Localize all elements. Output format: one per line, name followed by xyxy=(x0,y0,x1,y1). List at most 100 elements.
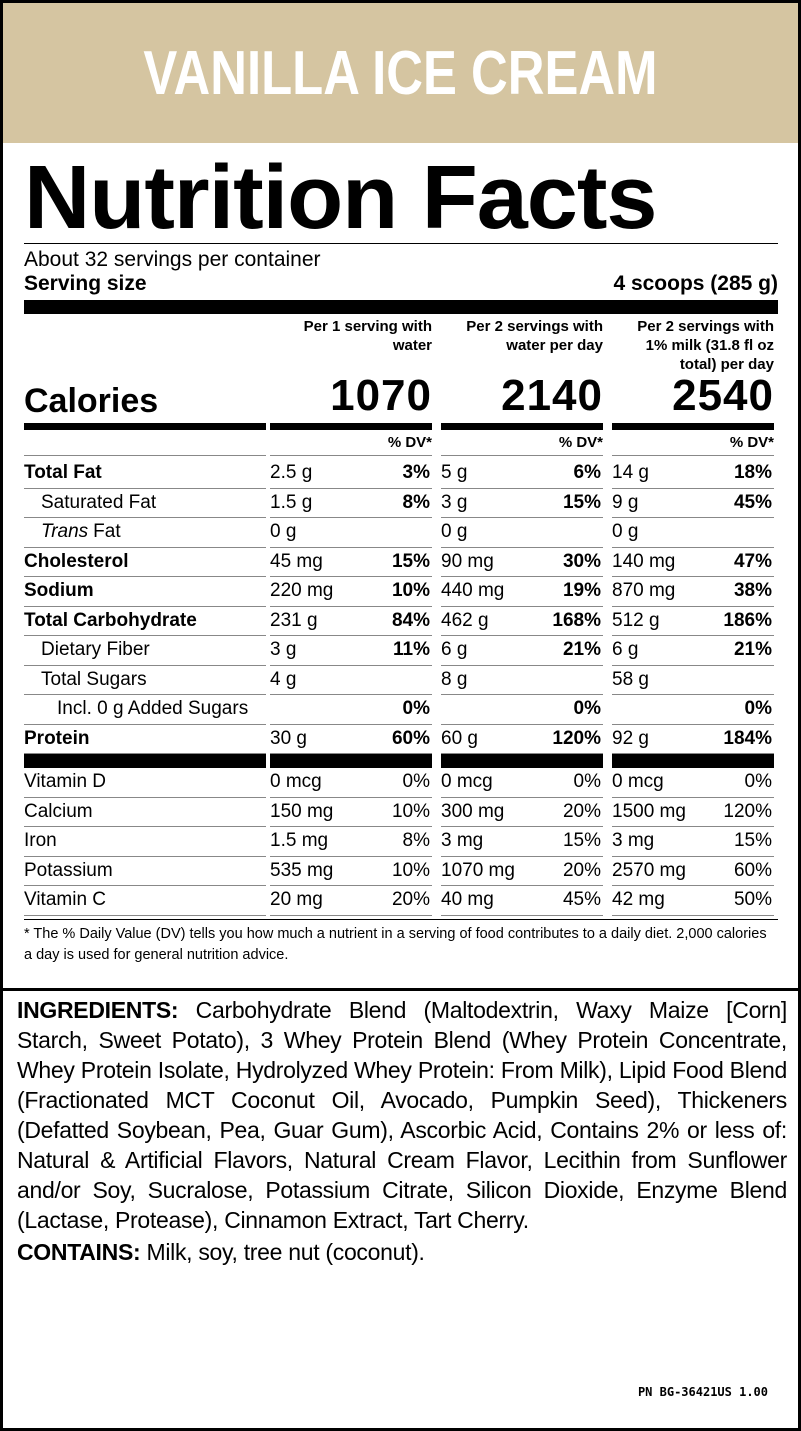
rule xyxy=(24,243,778,244)
amount: 0 mcg xyxy=(612,771,664,793)
amount: 1.5 mg xyxy=(270,830,329,852)
daily-value: 19% xyxy=(562,580,601,602)
nutrient-name: Total Fat xyxy=(24,459,266,489)
daily-value: 120% xyxy=(723,800,772,822)
nutrient-row: Protein 30 g 60% 60 g 120% 92 g 184% xyxy=(24,725,778,754)
amount: 45 mg xyxy=(270,550,323,572)
nutrient-cell: 0% xyxy=(612,695,774,725)
rule xyxy=(3,988,798,991)
amount: 440 mg xyxy=(441,580,505,602)
amount: 0 g xyxy=(441,521,468,543)
nutrient-cell: 0 mcg 0% xyxy=(270,768,432,798)
amount: 5 g xyxy=(441,462,468,484)
amount: 90 mg xyxy=(441,550,494,572)
amount: 870 mg xyxy=(612,580,676,602)
amount: 20 mg xyxy=(270,889,323,911)
amount: 1070 mg xyxy=(441,859,515,881)
amount: 60 g xyxy=(441,727,478,749)
bar-segments xyxy=(24,423,778,430)
nutrient-name: Calcium xyxy=(24,798,266,827)
thick-bar xyxy=(24,300,778,314)
product-title: VANILLA ICE CREAM xyxy=(143,38,658,108)
ingredients-label: INGREDIENTS: xyxy=(17,997,179,1023)
daily-value: 30% xyxy=(562,550,601,572)
amount: 30 g xyxy=(270,727,307,749)
amount: 0 g xyxy=(612,521,639,543)
amount: 512 g xyxy=(612,609,660,631)
nutrient-name-part: Fat xyxy=(93,521,121,543)
nutrient-cell: 300 mg 20% xyxy=(441,798,603,827)
nutrient-cell: 42 mg 50% xyxy=(612,886,774,916)
daily-value: 0% xyxy=(744,771,772,793)
amount: 140 mg xyxy=(612,550,676,572)
amount: 300 mg xyxy=(441,800,505,822)
nutrient-cell: 462 g 168% xyxy=(441,607,603,636)
nutrient-cell: 9 g 45% xyxy=(612,489,774,518)
nutrient-name: Iron xyxy=(24,827,266,857)
daily-value: 18% xyxy=(733,462,772,484)
amount: 0 mcg xyxy=(441,771,493,793)
serving-size: Serving size 4 scoops (285 g) xyxy=(24,272,778,296)
amount: 3 g xyxy=(270,639,297,661)
daily-value: 45% xyxy=(733,491,772,513)
daily-value: 21% xyxy=(733,639,772,661)
amount: 3 mg xyxy=(441,830,484,852)
amount: 0 mcg xyxy=(270,771,322,793)
nutrient-name: Vitamin C xyxy=(24,886,266,916)
nutrient-row: Calcium 150 mg 10% 300 mg 20% 1500 mg 120% xyxy=(24,798,778,827)
nutrient-cell: 3 g 15% xyxy=(441,489,603,518)
nutrient-cell: 1.5 g 8% xyxy=(270,489,432,518)
amount: 58 g xyxy=(612,668,649,690)
nutrient-cell: 3 mg 15% xyxy=(612,827,774,857)
daily-value: 6% xyxy=(573,462,601,484)
column-header: Per 1 serving with water xyxy=(303,318,432,354)
nutrient-name: Protein xyxy=(24,725,266,754)
nutrient-name: Sodium xyxy=(24,577,266,607)
amount: 2570 mg xyxy=(612,859,686,881)
nutrient-cell: 0% xyxy=(270,695,432,725)
daily-value: 50% xyxy=(733,889,772,911)
nutrient-cell: 0 mcg 0% xyxy=(441,768,603,798)
nutrient-cell: 2.5 g 3% xyxy=(270,459,432,489)
daily-value: 38% xyxy=(733,580,772,602)
nutrient-cell: 3 mg 15% xyxy=(441,827,603,857)
nutrient-cell: 1070 mg 20% xyxy=(441,857,603,886)
calories: 2140 xyxy=(501,371,603,420)
nutrient-cell: 30 g 60% xyxy=(270,725,432,754)
calories-label: Calories xyxy=(24,382,159,420)
daily-value: 184% xyxy=(723,727,772,749)
daily-value: 10% xyxy=(391,800,430,822)
daily-value: 8% xyxy=(402,491,430,513)
amount: 8 g xyxy=(441,668,468,690)
nutrient-cell: 220 mg 10% xyxy=(270,577,432,607)
daily-value: 60% xyxy=(391,727,430,749)
daily-value: 84% xyxy=(391,609,430,631)
contains: CONTAINS: Milk, soy, tree nut (coconut). xyxy=(17,1239,425,1266)
nutrient-cell: 92 g 184% xyxy=(612,725,774,754)
daily-value: 20% xyxy=(391,889,430,911)
daily-value: 47% xyxy=(733,550,772,572)
nutrient-cell: 0 g xyxy=(441,518,603,548)
daily-value: 168% xyxy=(552,609,601,631)
amount: 3 mg xyxy=(612,830,655,852)
nutrient-cell: 440 mg 19% xyxy=(441,577,603,607)
nutrient-row: Potassium 535 mg 10% 1070 mg 20% 2570 mg 60% xyxy=(24,857,778,886)
amount: 92 g xyxy=(612,727,649,749)
column-header: Per 2 servings with water per day xyxy=(466,318,603,354)
amount: 1.5 g xyxy=(270,491,313,513)
dv-header: % DV* xyxy=(441,430,603,456)
daily-value: 20% xyxy=(562,800,601,822)
amount: 0 g xyxy=(270,521,297,543)
nutrient-cell: 512 g 186% xyxy=(612,607,774,636)
amount: 40 mg xyxy=(441,889,494,911)
nutrient-cell: 14 g 18% xyxy=(612,459,774,489)
nutrient-cell: 8 g xyxy=(441,666,603,695)
nutrient-name: Dietary Fiber xyxy=(24,636,266,666)
part-number: PN BG-36421US 1.00 xyxy=(637,1385,768,1399)
nutrient-cell: 60 g 120% xyxy=(441,725,603,754)
nutrient-name-part: Trans xyxy=(41,521,89,543)
daily-value: 20% xyxy=(562,859,601,881)
daily-value: 186% xyxy=(723,609,772,631)
amount: 535 mg xyxy=(270,859,334,881)
nutrient-cell: 1500 mg 120% xyxy=(612,798,774,827)
